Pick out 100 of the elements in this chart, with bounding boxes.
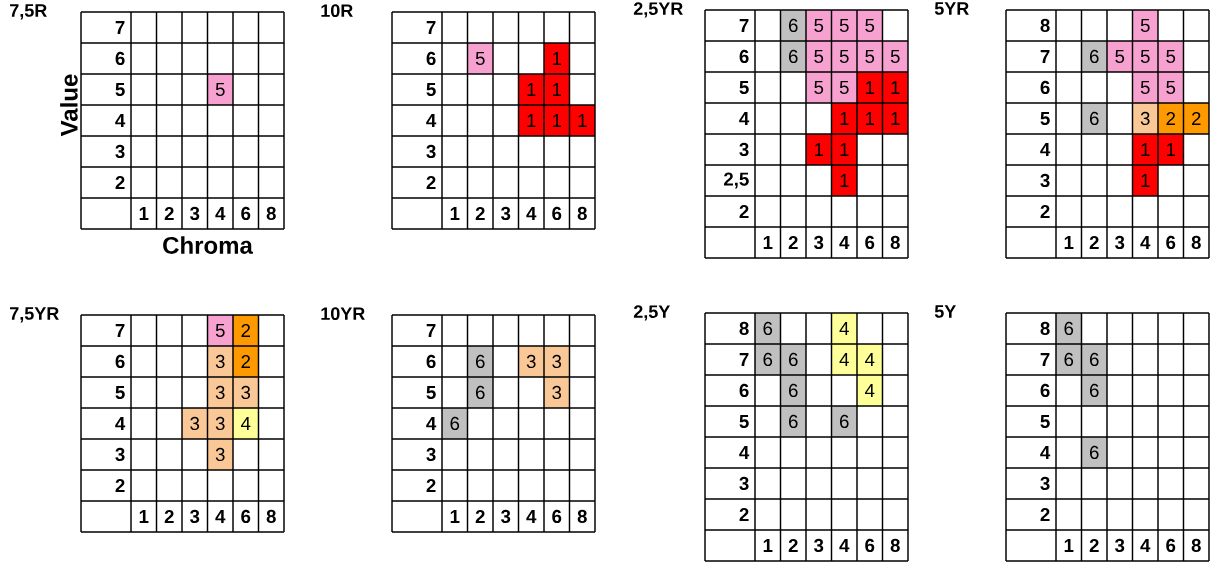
data-label: 1 bbox=[840, 143, 849, 156]
data-label: 5 bbox=[1140, 80, 1150, 95]
data-label: 1 bbox=[1166, 143, 1176, 156]
y-tick-label: 3 bbox=[426, 447, 436, 462]
data-label: 1 bbox=[1141, 174, 1150, 187]
x-tick-label: 8 bbox=[1191, 538, 1201, 553]
data-label: 3 bbox=[241, 385, 251, 400]
chart-title: 10YR bbox=[321, 307, 365, 320]
y-tick-label: 2 bbox=[115, 175, 125, 190]
data-label: 6 bbox=[1064, 321, 1074, 336]
x-tick-label: 6 bbox=[552, 206, 562, 221]
x-tick-label: 4 bbox=[215, 207, 226, 220]
x-axis-title: Chroma bbox=[163, 236, 253, 254]
y-tick-label: 7 bbox=[115, 21, 125, 34]
y-tick-label: 6 bbox=[1040, 80, 1050, 95]
data-label: 1 bbox=[891, 112, 900, 125]
chart-title: 5Y bbox=[934, 305, 956, 318]
x-tick-label: 1 bbox=[1064, 539, 1074, 552]
data-label: 4 bbox=[864, 353, 875, 366]
data-label: 5 bbox=[1115, 49, 1125, 64]
data-label: 1 bbox=[865, 112, 875, 125]
y-tick-label: 8 bbox=[1040, 18, 1050, 33]
data-label: 5 bbox=[1140, 49, 1150, 64]
chart-title: 7,5YR bbox=[10, 307, 59, 323]
y-tick-label: 2,5 bbox=[723, 172, 749, 189]
y-tick-label: 3 bbox=[1040, 173, 1050, 188]
data-label: 5 bbox=[814, 18, 824, 33]
chart-title: 7,5R bbox=[10, 4, 47, 20]
x-tick-label: 3 bbox=[189, 509, 200, 524]
x-tick-label: 2 bbox=[164, 206, 174, 221]
data-label: 2 bbox=[241, 354, 251, 369]
x-tick-label: 2 bbox=[1089, 538, 1099, 552]
y-tick-label: 5 bbox=[739, 80, 749, 95]
y-tick-label: 5 bbox=[739, 414, 749, 429]
y-tick-label: 4 bbox=[115, 417, 126, 430]
y-tick-label: 7 bbox=[426, 21, 436, 34]
y-tick-label: 3 bbox=[1040, 476, 1050, 491]
y-tick-label: 8 bbox=[1040, 321, 1050, 336]
data-label: 1 bbox=[552, 52, 562, 65]
data-label: 6 bbox=[789, 352, 798, 367]
data-label: 4 bbox=[864, 384, 875, 397]
chart-title: 2,5YR bbox=[633, 2, 683, 18]
y-tick-label: 6 bbox=[115, 354, 125, 369]
x-tick-label: 4 bbox=[839, 539, 850, 552]
y-tick-label: 4 bbox=[426, 114, 437, 127]
x-tick-label: 8 bbox=[266, 206, 276, 221]
data-label: 6 bbox=[476, 354, 485, 369]
y-tick-label: 5 bbox=[426, 385, 436, 400]
data-label: 3 bbox=[215, 385, 225, 400]
x-tick-label: 3 bbox=[813, 538, 824, 553]
data-label: 6 bbox=[1090, 445, 1099, 460]
y-tick-label: 6 bbox=[739, 383, 749, 398]
data-label: 5 bbox=[839, 49, 849, 64]
x-tick-label: 3 bbox=[1114, 235, 1125, 250]
data-label: 5 bbox=[839, 80, 849, 95]
data-label: 6 bbox=[840, 414, 849, 429]
data-label: 6 bbox=[789, 49, 798, 64]
y-tick-label: 5 bbox=[115, 82, 125, 97]
x-tick-label: 3 bbox=[500, 509, 511, 524]
x-tick-label: 2 bbox=[788, 235, 798, 249]
y-tick-label: 4 bbox=[1040, 446, 1051, 459]
y-tick-label: 5 bbox=[426, 82, 436, 97]
y-tick-label: 5 bbox=[115, 385, 125, 400]
data-label: 6 bbox=[789, 18, 798, 33]
data-label: 3 bbox=[526, 354, 536, 369]
x-tick-label: 8 bbox=[577, 206, 587, 221]
x-tick-label: 1 bbox=[450, 207, 460, 220]
y-tick-label: 5 bbox=[1040, 414, 1050, 429]
x-tick-label: 6 bbox=[865, 538, 875, 553]
data-label: 1 bbox=[814, 143, 824, 156]
data-label: 3 bbox=[215, 447, 225, 462]
data-label: 5 bbox=[814, 80, 824, 95]
y-tick-label: 6 bbox=[426, 51, 436, 66]
data-label: 2 bbox=[1191, 111, 1201, 126]
x-tick-label: 4 bbox=[839, 236, 850, 249]
data-label: 1 bbox=[552, 83, 562, 96]
x-tick-label: 2 bbox=[1089, 235, 1099, 249]
data-label: 5 bbox=[1166, 80, 1176, 95]
y-tick-label: 4 bbox=[115, 114, 126, 127]
data-label: 6 bbox=[789, 383, 798, 398]
data-label: 4 bbox=[240, 417, 251, 430]
x-tick-label: 1 bbox=[763, 236, 773, 249]
x-tick-label: 1 bbox=[450, 510, 460, 523]
x-tick-label: 6 bbox=[1166, 235, 1176, 250]
y-tick-label: 2 bbox=[426, 478, 436, 492]
x-tick-label: 6 bbox=[865, 235, 875, 250]
data-label: 6 bbox=[450, 416, 460, 431]
data-label: 5 bbox=[1166, 49, 1176, 64]
y-axis-title: Value bbox=[60, 74, 78, 137]
x-tick-label: 8 bbox=[577, 509, 587, 524]
x-tick-label: 3 bbox=[813, 235, 824, 250]
x-tick-label: 6 bbox=[1166, 538, 1176, 553]
data-label: 5 bbox=[215, 323, 225, 338]
data-label: 1 bbox=[891, 81, 900, 94]
x-tick-label: 1 bbox=[763, 539, 773, 552]
x-tick-label: 2 bbox=[475, 206, 485, 221]
y-tick-label: 2 bbox=[115, 478, 125, 492]
x-tick-label: 4 bbox=[1140, 236, 1151, 249]
y-tick-label: 3 bbox=[426, 144, 436, 159]
y-tick-label: 3 bbox=[115, 144, 125, 159]
